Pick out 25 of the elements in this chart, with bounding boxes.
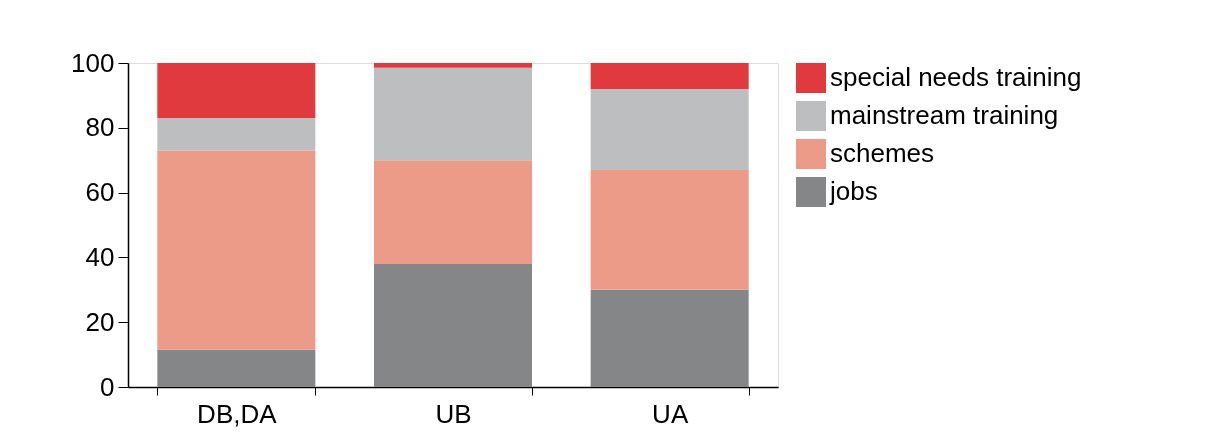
legend-label: jobs [829, 176, 878, 206]
bar [590, 289, 749, 387]
legend-label: schemes [830, 138, 935, 168]
bar [590, 63, 749, 89]
x-tick-label: DB,DA [197, 398, 278, 429]
bar [374, 67, 532, 161]
y-tick-label: 0 [100, 371, 115, 402]
bar [374, 160, 532, 264]
legend-label: special needs training [830, 62, 1082, 92]
bar [157, 150, 316, 350]
x-tick-label: UB [435, 398, 472, 429]
bar [157, 63, 316, 119]
y-tick-label: 100 [71, 47, 115, 78]
x-tick-label: UA [652, 398, 689, 429]
y-tick-label: 20 [85, 306, 115, 337]
bar [374, 263, 532, 387]
y-tick-label: 40 [85, 241, 115, 272]
bar [157, 118, 316, 151]
bar [590, 169, 749, 290]
legend-label: mainstream training [830, 100, 1059, 130]
y-tick-label: 60 [85, 177, 115, 208]
bar [157, 349, 316, 387]
y-tick-label: 80 [85, 112, 115, 143]
bar [590, 88, 749, 170]
bar [374, 63, 532, 68]
